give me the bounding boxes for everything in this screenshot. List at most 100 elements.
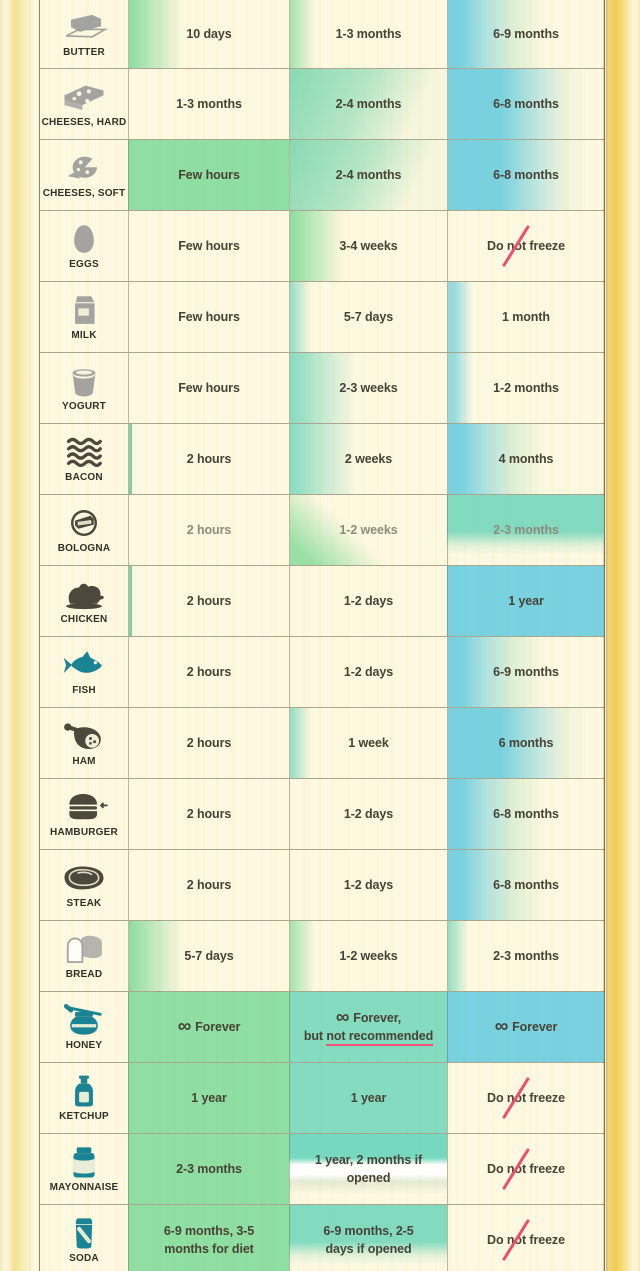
food-label-hamburger: HAMBURGER [50, 826, 118, 838]
cell-text: 6-9 months [493, 664, 559, 679]
cell-text: 2-4 months [335, 167, 402, 182]
wood-left-stripe [8, 0, 32, 1271]
food-storage-table: BUTTER 10 days 1-3 months 6-9 months CHEESES… [39, 0, 605, 1271]
food-cell-cheeses-hard: CHEESES, HARD [40, 69, 128, 139]
cell-text: Do not freeze [481, 1147, 571, 1191]
food-cell-bacon: BACON [40, 424, 128, 494]
no-freeze-slash-icon [502, 1147, 531, 1191]
cell-steak-col2: 2 hours [128, 850, 289, 920]
cell-text: 2-3 months [493, 948, 559, 963]
cell-honey-col3: ∞ Forever, but not recommended [289, 992, 447, 1062]
cell-text: 1 week [348, 735, 389, 750]
food-cell-ketchup: KETCHUP [40, 1063, 128, 1133]
food-label-chicken: CHICKEN [60, 613, 108, 625]
cell-bread-col2: 5-7 days [128, 921, 289, 991]
hamburger-icon [58, 789, 110, 825]
no-freeze-slash-icon [502, 1218, 531, 1262]
ketchup-icon [58, 1073, 110, 1109]
cell-fish-col3: 1-2 days [289, 637, 447, 707]
butter-icon [58, 9, 110, 45]
food-cell-steak: STEAK [40, 850, 128, 920]
cheese-hard-icon [58, 79, 110, 115]
cell-text: 1-2 days [343, 593, 394, 608]
cell-text: 1-2 months [493, 380, 559, 395]
cell-bacon-col2: 2 hours [128, 424, 289, 494]
cell-steak-col4: 6-8 months [447, 850, 604, 920]
food-cell-bread: BREAD [40, 921, 128, 991]
food-label-bacon: BACON [65, 471, 103, 483]
cell-text: ∞ Forever [177, 1015, 241, 1037]
food-label-ketchup: KETCHUP [59, 1110, 109, 1122]
cell-milk-col4: 1 month [447, 282, 604, 352]
cell-eggs-col2: Few hours [128, 211, 289, 281]
food-label-soda: SODA [69, 1252, 99, 1264]
cell-text: 5-7 days [343, 309, 394, 324]
food-label-butter: BUTTER [63, 46, 105, 58]
cheese-soft-icon [58, 150, 110, 186]
cell-text: 2 hours [186, 593, 232, 608]
food-label-bread: BREAD [65, 968, 103, 980]
cell-text: 1 year [350, 1090, 387, 1105]
cell-cheeses-soft-col4: 6-8 months [447, 140, 604, 210]
cell-text: Few hours [178, 309, 240, 324]
cell-text: 2-4 months [335, 96, 402, 111]
cell-honey-col4: ∞ Forever [447, 992, 604, 1062]
cell-steak-col3: 1-2 days [289, 850, 447, 920]
table-row-ketchup: KETCHUP 1 year 1 year Do not freeze [40, 1062, 604, 1133]
food-label-steak: STEAK [66, 897, 102, 909]
cell-fish-col4: 6-9 months [447, 637, 604, 707]
cell-text: 4 months [498, 451, 554, 466]
cell-bread-col3: 1-2 weeks [289, 921, 447, 991]
cell-text: 1-2 days [343, 806, 394, 821]
cell-text: 6-9 months [493, 26, 559, 41]
infinity-icon: ∞ [494, 1015, 509, 1037]
cell-text: Few hours [178, 167, 240, 182]
cell-text: Do not freeze [481, 1218, 571, 1262]
cell-text: Few hours [178, 238, 240, 253]
cell-text: 2 weeks [344, 451, 393, 466]
cell-text: 2 hours [186, 877, 232, 892]
cell-text: Do not freeze [481, 224, 571, 268]
food-cell-soda: SODA [40, 1205, 128, 1271]
food-cell-mayonnaise: MAYONNAISE [40, 1134, 128, 1204]
food-label-milk: MILK [71, 329, 97, 341]
cell-mayonnaise-col4: Do not freeze [447, 1134, 604, 1204]
table-row-mayonnaise: MAYONNAISE 2-3 months 1 year, 2 months if … [40, 1133, 604, 1204]
food-label-cheeses-soft: CHEESES, SOFT [42, 187, 126, 199]
cell-text: 6 months [498, 735, 554, 750]
table-row-soda: SODA 6-9 months, 3-5 months for diet 6-9 mo… [40, 1204, 604, 1271]
cell-butter-col2: 10 days [128, 0, 289, 68]
cell-text: 3-4 weeks [339, 238, 398, 253]
cell-bread-col4: 2-3 months [447, 921, 604, 991]
cell-ham-col2: 2 hours [128, 708, 289, 778]
cell-bologna-col2: 2 hours [128, 495, 289, 565]
cell-ham-col4: 6 months [447, 708, 604, 778]
cell-text: 2-3 months [493, 522, 559, 537]
cell-cheeses-soft-col3: 2-4 months [289, 140, 447, 210]
cell-mayonnaise-col2: 2-3 months [128, 1134, 289, 1204]
food-label-eggs: EGGS [69, 258, 99, 270]
cell-honey-col2: ∞ Forever [128, 992, 289, 1062]
chicken-icon [58, 576, 110, 612]
infinity-icon: ∞ [335, 1006, 350, 1028]
cell-chicken-col3: 1-2 days [289, 566, 447, 636]
cell-cheeses-hard-col4: 6-8 months [447, 69, 604, 139]
cell-hamburger-col2: 2 hours [128, 779, 289, 849]
food-cell-butter: BUTTER [40, 0, 128, 68]
cell-text: Do not freeze [481, 1076, 571, 1120]
honey-icon [58, 1002, 110, 1038]
cell-milk-col3: 5-7 days [289, 282, 447, 352]
table-row-steak: STEAK 2 hours 1-2 days 6-8 months [40, 849, 604, 920]
food-label-ham: HAM [72, 755, 96, 767]
crossed-word: not [502, 224, 531, 268]
egg-icon [58, 221, 110, 257]
cell-text: 6-9 months, 2-5 days if opened [323, 1223, 414, 1256]
cell-ketchup-col3: 1 year [289, 1063, 447, 1133]
cell-bologna-col3: 1-2 weeks [289, 495, 447, 565]
table-row-ham: HAM 2 hours 1 week 6 months [40, 707, 604, 778]
table-row-butter: BUTTER 10 days 1-3 months 6-9 months [40, 0, 604, 68]
cell-ketchup-col2: 1 year [128, 1063, 289, 1133]
table-row-bread: BREAD 5-7 days 1-2 weeks 2-3 months [40, 920, 604, 991]
mayonnaise-icon [58, 1144, 110, 1180]
cell-text: 1-2 days [343, 877, 394, 892]
